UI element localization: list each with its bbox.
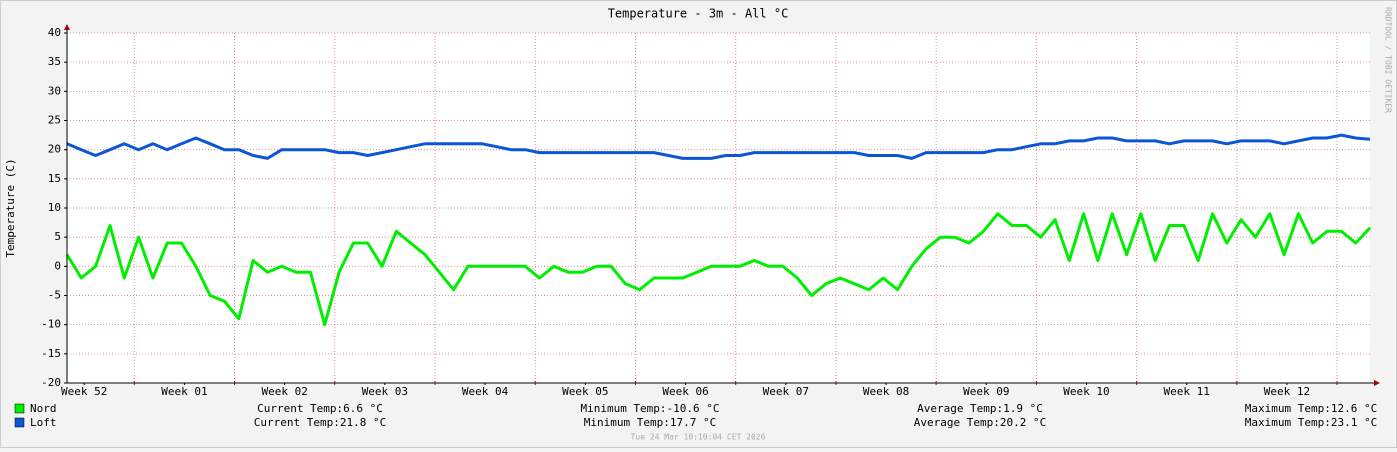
x-tick-label: Week 01 [161,385,207,398]
x-tick-label: Week 11 [1164,385,1210,398]
y-tick-label: 10 [48,201,61,214]
x-tick-label: Week 06 [662,385,708,398]
x-tick-label: Week 09 [963,385,1009,398]
x-tick-label: Week 07 [763,385,809,398]
y-tick-label: -15 [41,347,61,360]
legend-stat: Average Temp:20.2 °C [914,416,1046,429]
legend-stat: Current Temp:21.8 °C [254,416,386,429]
legend-stat: Average Temp:1.9 °C [917,402,1043,415]
y-tick-label: 0 [54,259,61,272]
y-tick-label: 5 [54,230,61,243]
legend-stat: Current Temp:6.6 °C [257,402,383,415]
lines [65,133,1372,327]
watermark: RRDTOOL / TOBI OETIKER [1384,7,1393,113]
axes: -20 -15 -10 -5 0 5 10 15 20 25 30 35 40 Week 52 Week 0… [41,24,1380,398]
x-arrow [1374,380,1380,386]
x-tick-label: Week 03 [362,385,408,398]
x-tick-label: Week 12 [1264,385,1310,398]
timestamp: Tue 24 Mar 10:10:04 CET 2026 [631,433,766,442]
legend: Nord Current Temp:6.6 °C Minimum Temp:-10.… [14,402,1377,429]
x-tick-label: Week 04 [462,385,509,398]
y-arrow [64,24,70,30]
chart-title: Temperature - 3m - All °C [608,7,789,21]
y-tick-label: 30 [48,84,61,97]
legend-stat: Maximum Temp:23.1 °C [1245,416,1377,429]
y-tick-label: -5 [48,289,61,302]
y-tick-label: -10 [41,318,61,331]
y-tick-label: -20 [41,376,61,389]
y-tick-label: 25 [48,114,61,127]
legend-label: Loft [30,416,57,429]
x-tick-label: Week 52 [61,385,107,398]
legend-swatch [14,417,25,428]
x-tick-label: Week 05 [562,385,608,398]
legend-stat: Maximum Temp:12.6 °C [1245,402,1377,415]
series-line [66,133,1371,160]
y-tick-label: 40 [48,26,61,39]
legend-label: Nord [30,402,57,415]
x-tick-label: Week 02 [261,385,307,398]
y-tick-label: 15 [48,172,61,185]
legend-swatch [14,403,25,414]
y-tick-label: 35 [48,55,61,68]
x-tick-label: Week 10 [1063,385,1109,398]
x-tick-label: Week 08 [863,385,909,398]
legend-stat: Minimum Temp:17.7 °C [584,416,716,429]
y-tick-label: 20 [48,143,61,156]
legend-stat: Minimum Temp:-10.6 °C [580,402,719,415]
series-line [65,212,1372,327]
y-axis-label: Temperature (C) [4,158,17,257]
